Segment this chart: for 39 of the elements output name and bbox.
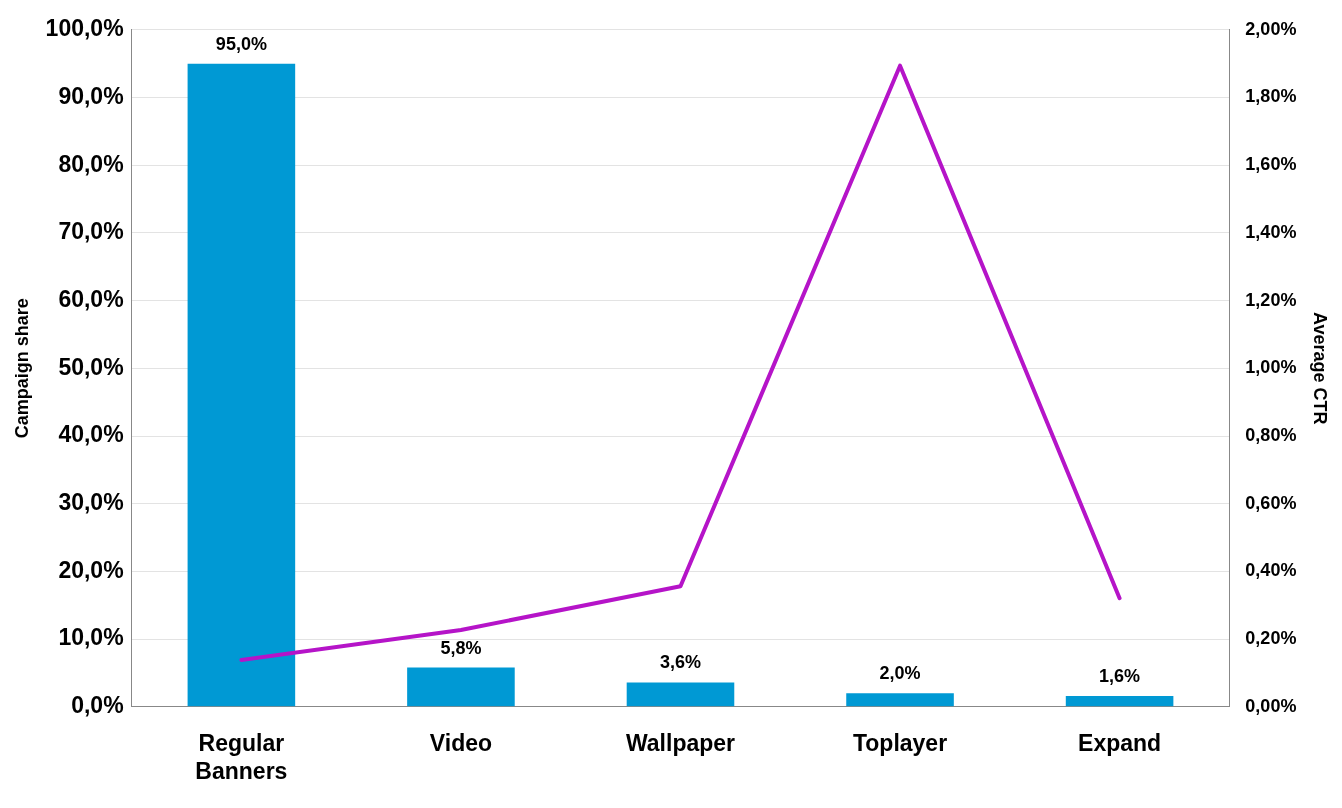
y2-tick-label: 0,80% [1245, 424, 1297, 445]
y2-tick-label: 1,40% [1245, 221, 1297, 242]
y2-tick-label: 0,60% [1245, 492, 1297, 513]
y2-tick-label: 1,80% [1245, 86, 1297, 107]
y-tick-label: 30,0% [58, 489, 124, 516]
y2-tick-label: 0,00% [1245, 695, 1297, 716]
y-tick-label: 20,0% [58, 556, 124, 583]
y2-tick-label: 1,20% [1245, 289, 1297, 310]
y2-tick-label: 0,40% [1245, 560, 1297, 581]
y2-tick-label: 1,60% [1245, 154, 1297, 175]
data-label: 3,6% [659, 652, 701, 673]
y-tick-label: 10,0% [58, 624, 124, 651]
x-tick-label: Video [429, 729, 493, 756]
bar [1065, 695, 1174, 707]
data-label: 5,8% [440, 637, 482, 658]
data-label: 1,6% [1099, 665, 1141, 686]
x-tick-label: Wallpaper [625, 729, 736, 756]
x-tick-label: Regular Banners [195, 729, 288, 784]
y-tick-label: 0,0% [71, 692, 124, 719]
y-tick-label: 60,0% [58, 285, 124, 312]
y-tick-label: 40,0% [58, 421, 124, 448]
y-tick-label: 90,0% [58, 82, 124, 109]
y2-axis-title: Average CTR [1310, 312, 1331, 425]
y-tick-label: 100,0% [45, 15, 124, 42]
y-tick-label: 50,0% [58, 353, 124, 380]
bar [407, 667, 515, 707]
x-tick-label: Expand [1078, 729, 1162, 756]
bar [846, 693, 954, 707]
data-label: 95,0% [215, 33, 267, 54]
y2-tick-label: 0,20% [1245, 628, 1297, 649]
y-tick-label: 80,0% [58, 150, 124, 177]
y2-tick-label: 2,00% [1245, 18, 1297, 39]
y-tick-label: 70,0% [58, 218, 124, 245]
x-tick-label: Toplayer [852, 729, 948, 756]
data-label: 2,0% [879, 663, 921, 684]
y-axis-title: Campaign share [11, 298, 32, 439]
y2-tick-label: 1,00% [1245, 357, 1297, 378]
bar [626, 682, 735, 707]
bar [187, 63, 296, 707]
